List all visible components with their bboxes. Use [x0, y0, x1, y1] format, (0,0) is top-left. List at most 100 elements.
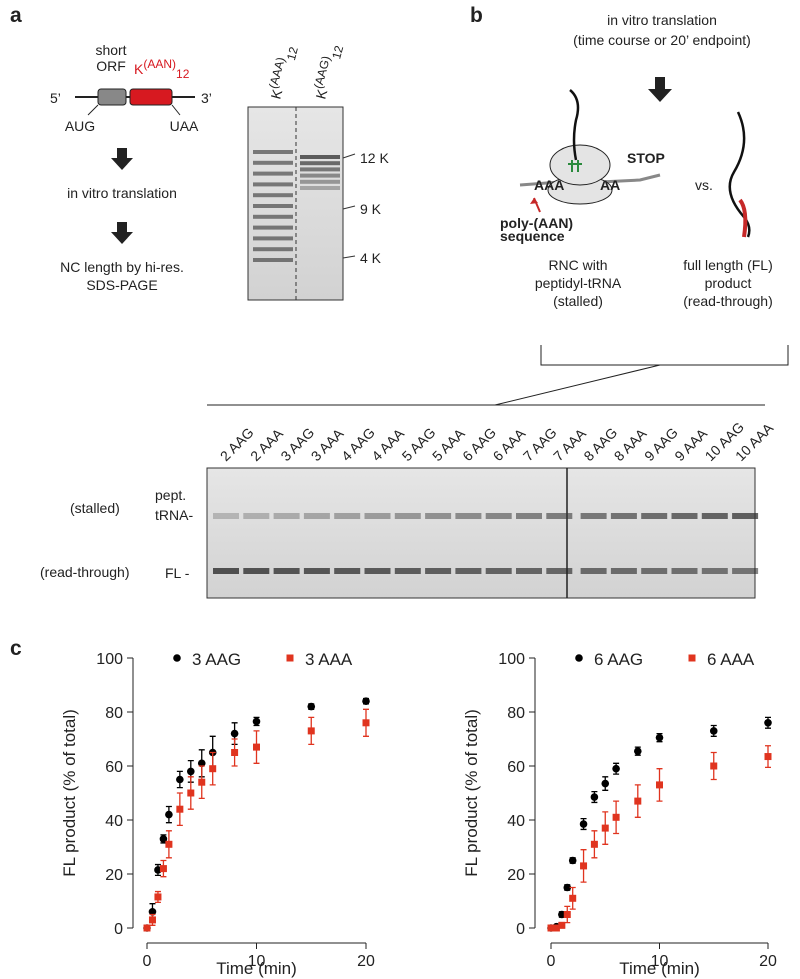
- data-point: [154, 893, 162, 901]
- data-point: [590, 840, 598, 848]
- label: AAA: [534, 177, 564, 193]
- gel-band: [213, 568, 239, 574]
- data-point: [362, 719, 370, 727]
- data-point: [159, 865, 167, 873]
- y-tick-label: 0: [114, 921, 123, 938]
- data-point: [579, 820, 588, 828]
- data-point: [176, 775, 184, 784]
- legend-marker: [173, 654, 181, 662]
- data-point: [148, 916, 156, 924]
- label: (stalled): [553, 293, 603, 309]
- x-tick-label: 10: [248, 953, 266, 970]
- lane-label: 2 AAG: [217, 424, 257, 464]
- gel-band: [300, 173, 340, 178]
- y-tick-label: 100: [498, 651, 525, 668]
- gel-band: [516, 568, 542, 574]
- lane-label: 7 AAA: [550, 425, 589, 464]
- label: UAA: [170, 118, 199, 134]
- legend-marker: [286, 654, 294, 662]
- gel-band: [671, 513, 698, 519]
- label: pept.: [155, 487, 186, 503]
- gel-band: [300, 167, 340, 172]
- lane-label: 7 AAG: [520, 424, 560, 464]
- data-point: [253, 743, 260, 751]
- data-point: [148, 908, 157, 916]
- data-point: [159, 835, 168, 843]
- label: product: [705, 275, 752, 291]
- data-point: [710, 762, 718, 770]
- lane-label: 6 AAG: [459, 424, 499, 464]
- data-point: [230, 729, 239, 738]
- data-point: [552, 924, 560, 932]
- gel-band: [394, 568, 421, 574]
- data-point: [198, 778, 206, 786]
- label: 3’: [201, 90, 212, 106]
- label: (read-through): [683, 293, 773, 309]
- gel-band: [253, 193, 293, 198]
- x-tick-label: 20: [759, 953, 777, 970]
- label: (stalled): [70, 500, 120, 516]
- ribosome-diagram: [207, 77, 789, 406]
- lane-label: 9 AAA: [671, 425, 710, 464]
- gel-band: [455, 568, 482, 574]
- legend-label: 6 AAA: [707, 650, 755, 669]
- gel-band: [364, 568, 391, 574]
- label: RNC with: [548, 257, 607, 273]
- gel-band: [253, 258, 293, 262]
- label: NC length by hi-res.: [60, 259, 184, 275]
- data-point: [209, 765, 217, 773]
- x-tick-label: 0: [143, 953, 152, 970]
- legend-label: 3 AAA: [305, 650, 353, 669]
- gel-band: [610, 513, 637, 519]
- label: AA: [600, 177, 620, 193]
- label: FL -: [165, 565, 190, 581]
- lane-label: 9 AAG: [641, 424, 681, 464]
- lane-label: 8 AAA: [611, 425, 650, 464]
- data-point: [307, 702, 316, 711]
- x-tick-label: 0: [547, 953, 556, 970]
- y-tick-label: 80: [507, 705, 525, 722]
- x-tick-label: 10: [651, 953, 669, 970]
- gel-band: [394, 513, 421, 519]
- gel-band: [253, 182, 293, 187]
- x-axis-label: Time (min): [216, 959, 297, 978]
- label: (time course or 20’ endpoint): [573, 32, 751, 48]
- y-tick-label: 40: [105, 813, 123, 830]
- data-point: [187, 767, 195, 776]
- gel-band: [334, 568, 361, 574]
- data-point: [154, 866, 162, 874]
- gel-band: [253, 236, 293, 241]
- label: peptidyl-tRNA: [535, 275, 622, 291]
- data-point: [612, 813, 620, 821]
- y-tick-label: 100: [96, 651, 123, 668]
- gel-band: [243, 513, 270, 519]
- gel-band: [701, 513, 728, 519]
- data-point: [656, 781, 663, 789]
- data-point: [634, 797, 642, 805]
- sup: (AAN): [143, 57, 176, 71]
- data-point: [563, 911, 571, 918]
- gel-band: [580, 568, 607, 574]
- gel-band: [425, 568, 452, 574]
- repeat-label: K(AAN)12: [134, 57, 190, 81]
- data-point: [601, 779, 610, 788]
- gel-band: [253, 171, 293, 176]
- label: 4 K: [360, 250, 382, 266]
- gel-band: [580, 513, 607, 519]
- construct: [75, 88, 195, 244]
- lane-label: 3 AAA: [308, 425, 347, 464]
- data-point: [231, 749, 239, 756]
- gel-band: [253, 225, 293, 230]
- sub: 12: [329, 44, 346, 61]
- gel-a: [247, 106, 356, 301]
- data-point: [634, 747, 642, 755]
- lane-label: 4 AAA: [368, 425, 407, 464]
- label: AUG: [65, 118, 95, 134]
- x-tick-label: 20: [357, 953, 375, 970]
- data-point: [601, 824, 609, 832]
- legend-label: 3 AAG: [192, 650, 241, 669]
- legend-marker: [688, 654, 696, 662]
- label: sequence: [500, 228, 565, 244]
